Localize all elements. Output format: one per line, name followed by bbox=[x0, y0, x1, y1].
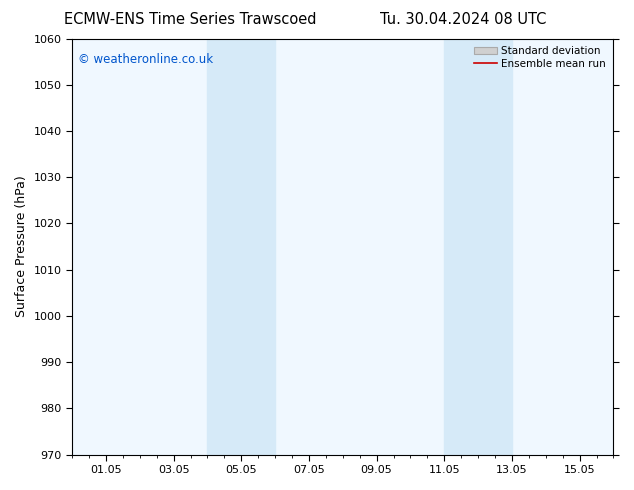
Text: © weatheronline.co.uk: © weatheronline.co.uk bbox=[77, 53, 212, 66]
Text: ECMW-ENS Time Series Trawscoed: ECMW-ENS Time Series Trawscoed bbox=[64, 12, 316, 27]
Text: Tu. 30.04.2024 08 UTC: Tu. 30.04.2024 08 UTC bbox=[380, 12, 546, 27]
Bar bbox=[444, 39, 512, 455]
Bar bbox=[207, 39, 275, 455]
Legend: Standard deviation, Ensemble mean run: Standard deviation, Ensemble mean run bbox=[470, 42, 611, 73]
Y-axis label: Surface Pressure (hPa): Surface Pressure (hPa) bbox=[15, 176, 28, 318]
